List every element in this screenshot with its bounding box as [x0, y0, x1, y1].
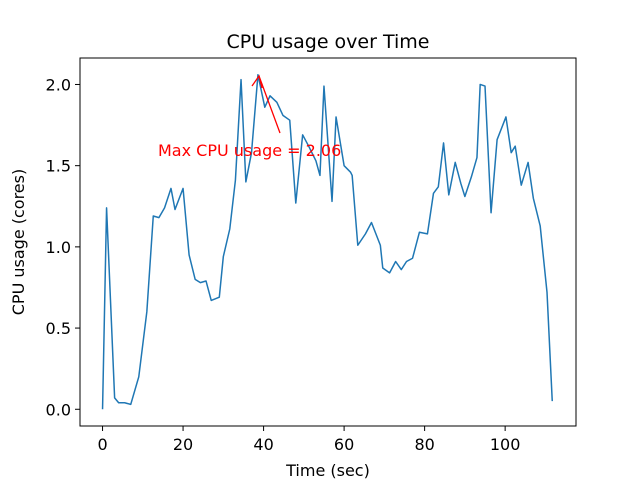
arrow-shaft	[258, 75, 281, 134]
y-axis-label: CPU usage (cores)	[9, 169, 28, 315]
arrow-head	[251, 74, 263, 89]
x-tick-label: 100	[490, 435, 521, 454]
data-line	[101, 73, 553, 410]
y-tick-label: 2.0	[46, 75, 71, 94]
chart-title: CPU usage over Time	[227, 31, 430, 53]
axes-frame	[79, 57, 577, 427]
plot-area: 0 20 40 60 80 100 0.0 0.5 1.0 1.5 2.0	[46, 57, 577, 454]
x-axis-label: Time (sec)	[285, 461, 370, 480]
y-tick-label: 1.0	[46, 238, 71, 257]
x-tick-label: 80	[414, 435, 434, 454]
annotation: Max CPU usage = 2.06	[158, 141, 341, 160]
annotation-arrow	[251, 74, 281, 134]
x-tick-label: 60	[334, 435, 354, 454]
x-tick-label: 40	[253, 435, 273, 454]
y-tick-label: 0.0	[46, 400, 71, 419]
x-tick-label: 0	[97, 435, 107, 454]
y-tick-label: 1.5	[46, 157, 71, 176]
y-tick-label: 0.5	[46, 319, 71, 338]
x-tick-label: 20	[173, 435, 193, 454]
